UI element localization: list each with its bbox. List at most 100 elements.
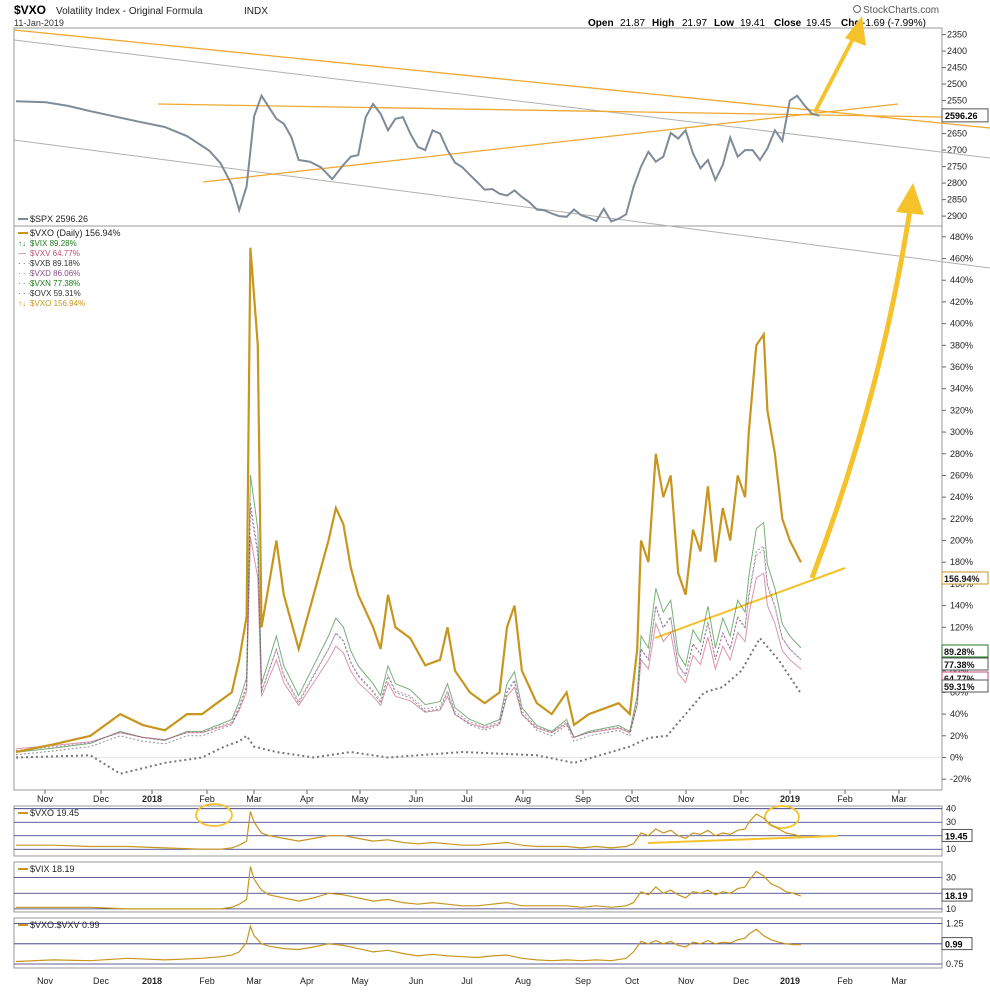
- bottom-month-label: May: [351, 976, 369, 986]
- spx-last-text: 2596.26: [945, 111, 978, 121]
- pct-tick-label: 220%: [950, 514, 973, 524]
- bottom-month-label: Mar: [246, 976, 262, 986]
- pct-tick-label: 300%: [950, 427, 973, 437]
- arrow-upper-shaft: [813, 34, 857, 113]
- ratio-tick-label: 1.25: [946, 919, 964, 929]
- ratio-legend: $VXO:$VXV 0.99: [18, 920, 100, 930]
- pct-tick-label: 280%: [950, 449, 973, 459]
- legend-label: $VXB 89.18%: [30, 259, 80, 268]
- index-name: Volatility Index - Original Formula: [56, 6, 203, 17]
- change-value: -1.69 (-7.99%): [862, 18, 926, 29]
- vix-panel: [13, 861, 943, 913]
- bottom-month-label: Dec: [93, 976, 110, 986]
- label-layer: 2596.26 156.94% 89.28% 77.38% 64.77%59.31% 19…: [941, 108, 989, 951]
- pct-tick-label: 20%: [950, 731, 968, 741]
- legend-label: $VIX 89.28%: [30, 239, 77, 248]
- bottom-month-label: 2018: [142, 976, 162, 986]
- bottom-month-label: Jun: [409, 976, 424, 986]
- low-value: 19.41: [740, 18, 765, 29]
- bottom-month-label: Mar: [891, 976, 907, 986]
- pct-tick-label: 420%: [950, 297, 973, 307]
- legend-mark: · · ·: [18, 279, 30, 288]
- vxo-last-box: [941, 828, 973, 842]
- ratio-last-box: [941, 937, 973, 951]
- vix-tick-label: 10: [946, 904, 956, 914]
- vxo-support-line: [654, 567, 846, 639]
- legend-label: $VXO 156.94%: [30, 299, 85, 308]
- legend-mark: ↑↓: [18, 299, 26, 308]
- bottom-month-label: Aug: [515, 976, 531, 986]
- copyright-icon: [853, 5, 861, 13]
- pct-tick-label: 200%: [950, 536, 973, 546]
- pct-tick-label: 440%: [950, 275, 973, 285]
- ovx-pct-line: [15, 636, 802, 775]
- legend-mark: · · ·: [18, 269, 30, 278]
- month-label: Nov: [37, 794, 54, 804]
- watermark: StockCharts.com: [863, 5, 939, 16]
- pct-tick-label: 460%: [950, 254, 973, 264]
- pct-last-value: 156.94%: [941, 571, 989, 585]
- spx-tick-label: 2450: [947, 63, 967, 73]
- legend-label: $OVX 59.31%: [30, 289, 81, 298]
- month-label: Jul: [461, 794, 473, 804]
- vxo-tick-label: 30: [946, 817, 956, 827]
- spx-tick-label: 2500: [947, 79, 967, 89]
- spx-uptrend-line: [202, 103, 899, 183]
- pct-tick-label: 80%: [950, 666, 968, 676]
- spx-line: [15, 93, 820, 223]
- month-label: Jun: [409, 794, 424, 804]
- bottom-month-label: Oct: [625, 976, 640, 986]
- vxo-tick-label: 10: [946, 844, 956, 854]
- vxd-pct-line: [15, 508, 802, 751]
- bottom-month-label: Nov: [37, 976, 54, 986]
- pct-tick-label: 380%: [950, 340, 973, 350]
- month-label: Sep: [575, 794, 591, 804]
- spx-tick-label: 2800: [947, 178, 967, 188]
- pct-last-box: [941, 571, 989, 585]
- bottom-month-label: Nov: [678, 976, 695, 986]
- vix-last-box: [941, 888, 973, 902]
- legend-mark: · · ·: [18, 259, 30, 268]
- month-label: 2018: [142, 794, 162, 804]
- month-label: Nov: [678, 794, 695, 804]
- high-value: 21.97: [682, 18, 707, 29]
- month-label: Mar: [891, 794, 907, 804]
- bottom-month-label: Feb: [837, 976, 853, 986]
- vxo-tick-label: 40: [946, 804, 956, 814]
- month-label: 2019: [780, 794, 800, 804]
- open-value: 21.87: [620, 18, 645, 29]
- pct-last-text: 77.38%: [944, 660, 975, 670]
- pct-tick-label: 400%: [950, 319, 973, 329]
- bottom-month-label: 2019: [780, 976, 800, 986]
- bottom-month-label: Dec: [733, 976, 750, 986]
- legend-list: ↑↓ $VIX 89.28%— $VXV 64.77%· · · $VXB 89.18…: [18, 239, 85, 308]
- ratio-tick-label: 0.75: [946, 959, 964, 969]
- pct-tick-label: 480%: [950, 232, 973, 242]
- month-label: Feb: [837, 794, 853, 804]
- series-layer: [15, 93, 820, 963]
- arrow-lower-shaft: [809, 209, 913, 579]
- month-label: Dec: [93, 794, 110, 804]
- ratio-last-value: 0.99: [941, 937, 973, 951]
- trendlines: [13, 16, 990, 844]
- pct-last-value: 89.28%: [941, 644, 989, 658]
- pct-last-box: [941, 657, 989, 671]
- vxo-last-text: 19.45: [945, 831, 968, 841]
- ohlc-readout: Open 21.87 High 21.97 Low 19.41 Close 19…: [588, 18, 926, 29]
- month-label: Mar: [246, 794, 262, 804]
- bottom-month-label: Jul: [461, 976, 473, 986]
- spx-tick-label: 2650: [947, 129, 967, 139]
- vxo-last-value: 19.45: [941, 828, 973, 842]
- month-label: Aug: [515, 794, 531, 804]
- month-label: Dec: [733, 794, 750, 804]
- vxo-pct-legend: $VXO (Daily) 156.94% ↑↓ $VIX 89.28% — $VXV …: [18, 228, 121, 308]
- ratio-title: $VXO:$VXV 0.99: [30, 920, 100, 930]
- legend-mark: —: [18, 249, 26, 258]
- spx-last-box: [941, 108, 989, 123]
- highlight-dec-spike: [764, 805, 800, 829]
- vxo-title: $VXO 19.45: [30, 808, 79, 818]
- spx-title: $SPX 2596.26: [30, 214, 88, 224]
- spx-channel-upper: [13, 39, 990, 159]
- pct-last-value: 77.38%: [941, 657, 989, 671]
